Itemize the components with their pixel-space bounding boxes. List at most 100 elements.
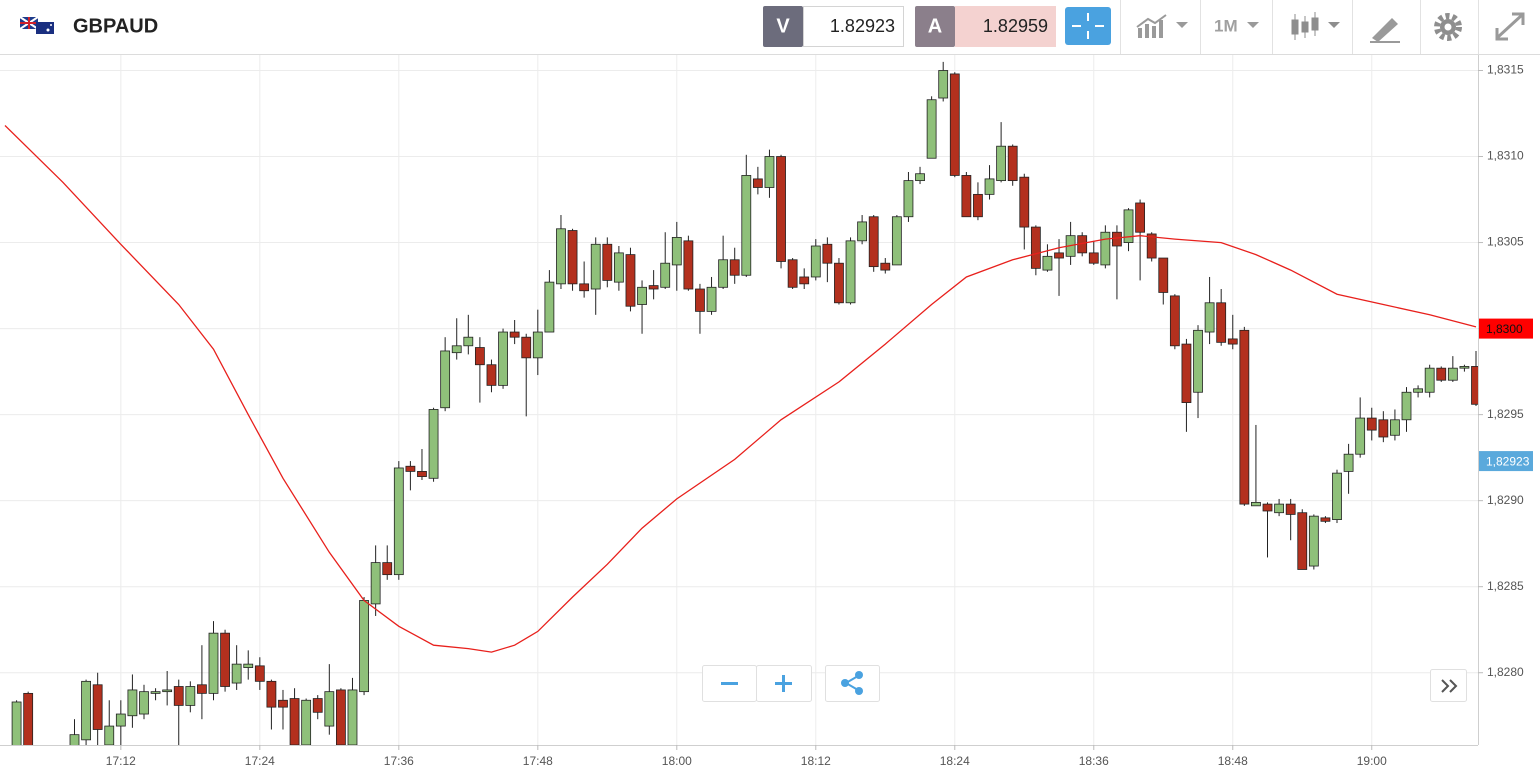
candle-body — [787, 259, 798, 288]
crosshair-button[interactable] — [1065, 7, 1111, 45]
axes: 1,8280 1,8285 1,8290 1,8295 1,8300 1,8305 1,83… — [106, 63, 1533, 768]
y-tick-label: 1,8295 — [1487, 407, 1524, 421]
zoom-in-button[interactable] — [756, 665, 812, 702]
zoom-out-button[interactable] — [702, 665, 757, 702]
candle-body — [417, 471, 427, 477]
candle-body — [486, 364, 497, 386]
grid — [0, 55, 1478, 745]
candle-body — [1355, 417, 1366, 455]
candle-body — [162, 689, 173, 693]
candle-body — [1413, 388, 1423, 393]
y-tick-label: 1,8280 — [1487, 665, 1524, 679]
bid-price-tag-label: 1,82923 — [1486, 454, 1530, 468]
candle-body — [660, 262, 671, 288]
x-tick-label: 17:36 — [384, 754, 414, 768]
candle-body — [139, 691, 149, 715]
candle-body — [1135, 202, 1146, 233]
candle-body — [23, 692, 34, 745]
candle-body — [289, 698, 300, 745]
candle-body — [1204, 302, 1215, 333]
candle-body — [150, 691, 161, 694]
candle-body — [197, 684, 207, 694]
x-tick-label: 17:48 — [523, 754, 553, 768]
candle-body — [637, 286, 647, 305]
candle-body — [1459, 366, 1470, 369]
x-tick-label: 18:12 — [801, 754, 831, 768]
bid-price-tag — [1479, 451, 1533, 472]
period[interactable]: 1M — [1214, 16, 1238, 35]
x-tick-label: 17:12 — [106, 754, 136, 768]
share-button[interactable] — [825, 665, 880, 702]
candle-body — [822, 243, 833, 264]
draw-tool-button[interactable] — [1370, 18, 1400, 43]
candle-body — [1193, 329, 1203, 393]
x-tick-label: 19:00 — [1357, 754, 1387, 768]
candle-body — [1019, 176, 1030, 228]
scroll-end-button[interactable] — [1430, 669, 1467, 702]
candle-body — [1030, 226, 1041, 269]
moving-average-line — [4, 125, 1477, 653]
x-tick-label: 17:24 — [245, 754, 275, 768]
candle-body — [347, 689, 358, 745]
candle-body — [915, 173, 925, 182]
symbol: GBPAUD — [73, 15, 158, 37]
candle-body — [1007, 145, 1018, 182]
x-tick-label: 18:48 — [1218, 754, 1248, 768]
candle-body — [1054, 252, 1064, 259]
candle-body — [1401, 391, 1412, 421]
bid-key-bg — [763, 6, 803, 47]
toolbar-separators — [1120, 0, 1479, 54]
candle-body — [891, 216, 902, 266]
candle-body — [648, 285, 659, 290]
candle-body — [1123, 209, 1134, 243]
y-tick-label: 1,8305 — [1487, 235, 1524, 249]
candle-body — [903, 180, 914, 218]
candle-body — [544, 281, 555, 333]
candle-body — [938, 70, 949, 99]
chart-type-button[interactable] — [1136, 14, 1188, 38]
candle-body — [1274, 503, 1284, 514]
candle-body — [868, 216, 879, 268]
candle-body — [231, 663, 242, 684]
y-tick-label: 1,8285 — [1487, 579, 1524, 593]
candle-body — [683, 240, 694, 290]
candle-body — [949, 73, 960, 176]
x-tick-label: 18:00 — [662, 754, 692, 768]
candle-body — [185, 686, 196, 706]
candle-body — [1042, 255, 1053, 271]
candle-body — [324, 691, 335, 727]
x-tick-label: 18:24 — [940, 754, 970, 768]
flag-icon — [19, 16, 54, 34]
period-button[interactable]: 1M — [1214, 16, 1259, 35]
candle-body — [521, 336, 532, 359]
ask-price: 1.82959 — [983, 16, 1048, 36]
candle-body — [498, 331, 508, 386]
candle-body — [474, 347, 485, 366]
candle-body — [1169, 295, 1180, 347]
fullscreen-button[interactable] — [1495, 12, 1525, 41]
candle-body — [173, 686, 184, 706]
candle-body — [278, 699, 288, 708]
candle-body — [312, 698, 323, 713]
ask-key-bg — [915, 6, 955, 47]
ma-price-tag — [1479, 318, 1533, 339]
settings-button[interactable] — [1434, 13, 1462, 41]
toolbar: GBPAUD V 1.82923 A 1.82959 1M — [0, 0, 1540, 55]
candle-body — [613, 252, 624, 283]
candle-body — [602, 243, 613, 281]
candle-body — [996, 145, 1007, 182]
candle-body — [718, 259, 729, 288]
bid-price: 1.82923 — [830, 16, 895, 36]
candle-style-button[interactable] — [1291, 12, 1340, 40]
y-tick-label: 1,8310 — [1487, 149, 1524, 163]
candle-body — [405, 465, 416, 472]
candle-body — [92, 684, 103, 730]
candle-body — [1308, 515, 1319, 567]
candle-body — [81, 680, 91, 741]
candle-body — [382, 562, 393, 576]
candle-body — [370, 562, 381, 605]
candle-body — [567, 230, 578, 285]
candle-body — [208, 632, 219, 694]
candle-body — [1436, 367, 1447, 381]
candle-body — [451, 345, 462, 354]
